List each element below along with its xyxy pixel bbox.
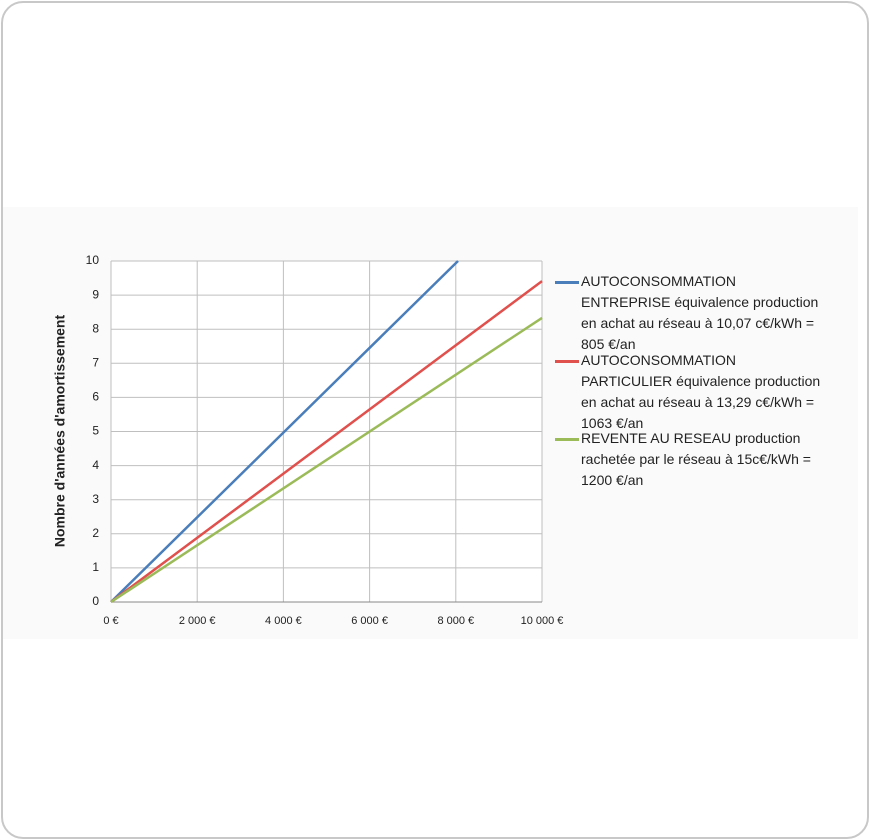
legend-entry: REVENTE AU RESEAU production rachetée pa… <box>553 428 823 491</box>
legend-swatch <box>555 281 579 284</box>
y-tick-label: 7 <box>92 355 99 369</box>
y-tick-label: 10 <box>86 253 100 267</box>
legend-swatch <box>555 360 579 363</box>
y-axis-label: Nombre d'années d'amortissement <box>52 315 68 548</box>
x-tick-label: 8 000 € <box>437 615 474 627</box>
x-tick-label: 10 000 € <box>521 615 564 627</box>
x-tick-label: 6 000 € <box>351 615 388 627</box>
y-tick-label: 9 <box>92 287 99 301</box>
y-tick-label: 3 <box>92 492 99 506</box>
x-tick-label: 4 000 € <box>265 615 302 627</box>
legend-label: REVENTE AU RESEAU production rachetée pa… <box>581 430 811 488</box>
series-line <box>110 260 459 603</box>
series-line <box>110 316 543 604</box>
chart: Nombre d'années d'amortissement 0 1 2 3 4 5 6 7… <box>52 253 564 627</box>
legend-label: AUTOCONSOMMATION ENTREPRISE équivalence … <box>581 273 819 352</box>
x-tick-label: 2 000 € <box>179 615 216 627</box>
y-tick-label: 8 <box>92 321 99 335</box>
y-tick-label: 0 <box>92 594 99 608</box>
y-tick-label: 6 <box>92 390 99 404</box>
legend-entry: AUTOCONSOMMATION ENTREPRISE équivalence … <box>553 271 823 355</box>
y-tick-label: 1 <box>92 560 99 574</box>
legend-swatch <box>555 438 579 441</box>
y-tick-label: 4 <box>92 458 99 472</box>
y-tick-label: 5 <box>92 424 99 438</box>
x-tick-label: 0 € <box>103 615 118 627</box>
y-tick-label: 2 <box>92 526 99 540</box>
legend-entry: AUTOCONSOMMATION PARTICULIER équivalence… <box>553 350 823 434</box>
legend-label: AUTOCONSOMMATION PARTICULIER équivalence… <box>581 352 821 431</box>
series-line <box>110 280 543 604</box>
